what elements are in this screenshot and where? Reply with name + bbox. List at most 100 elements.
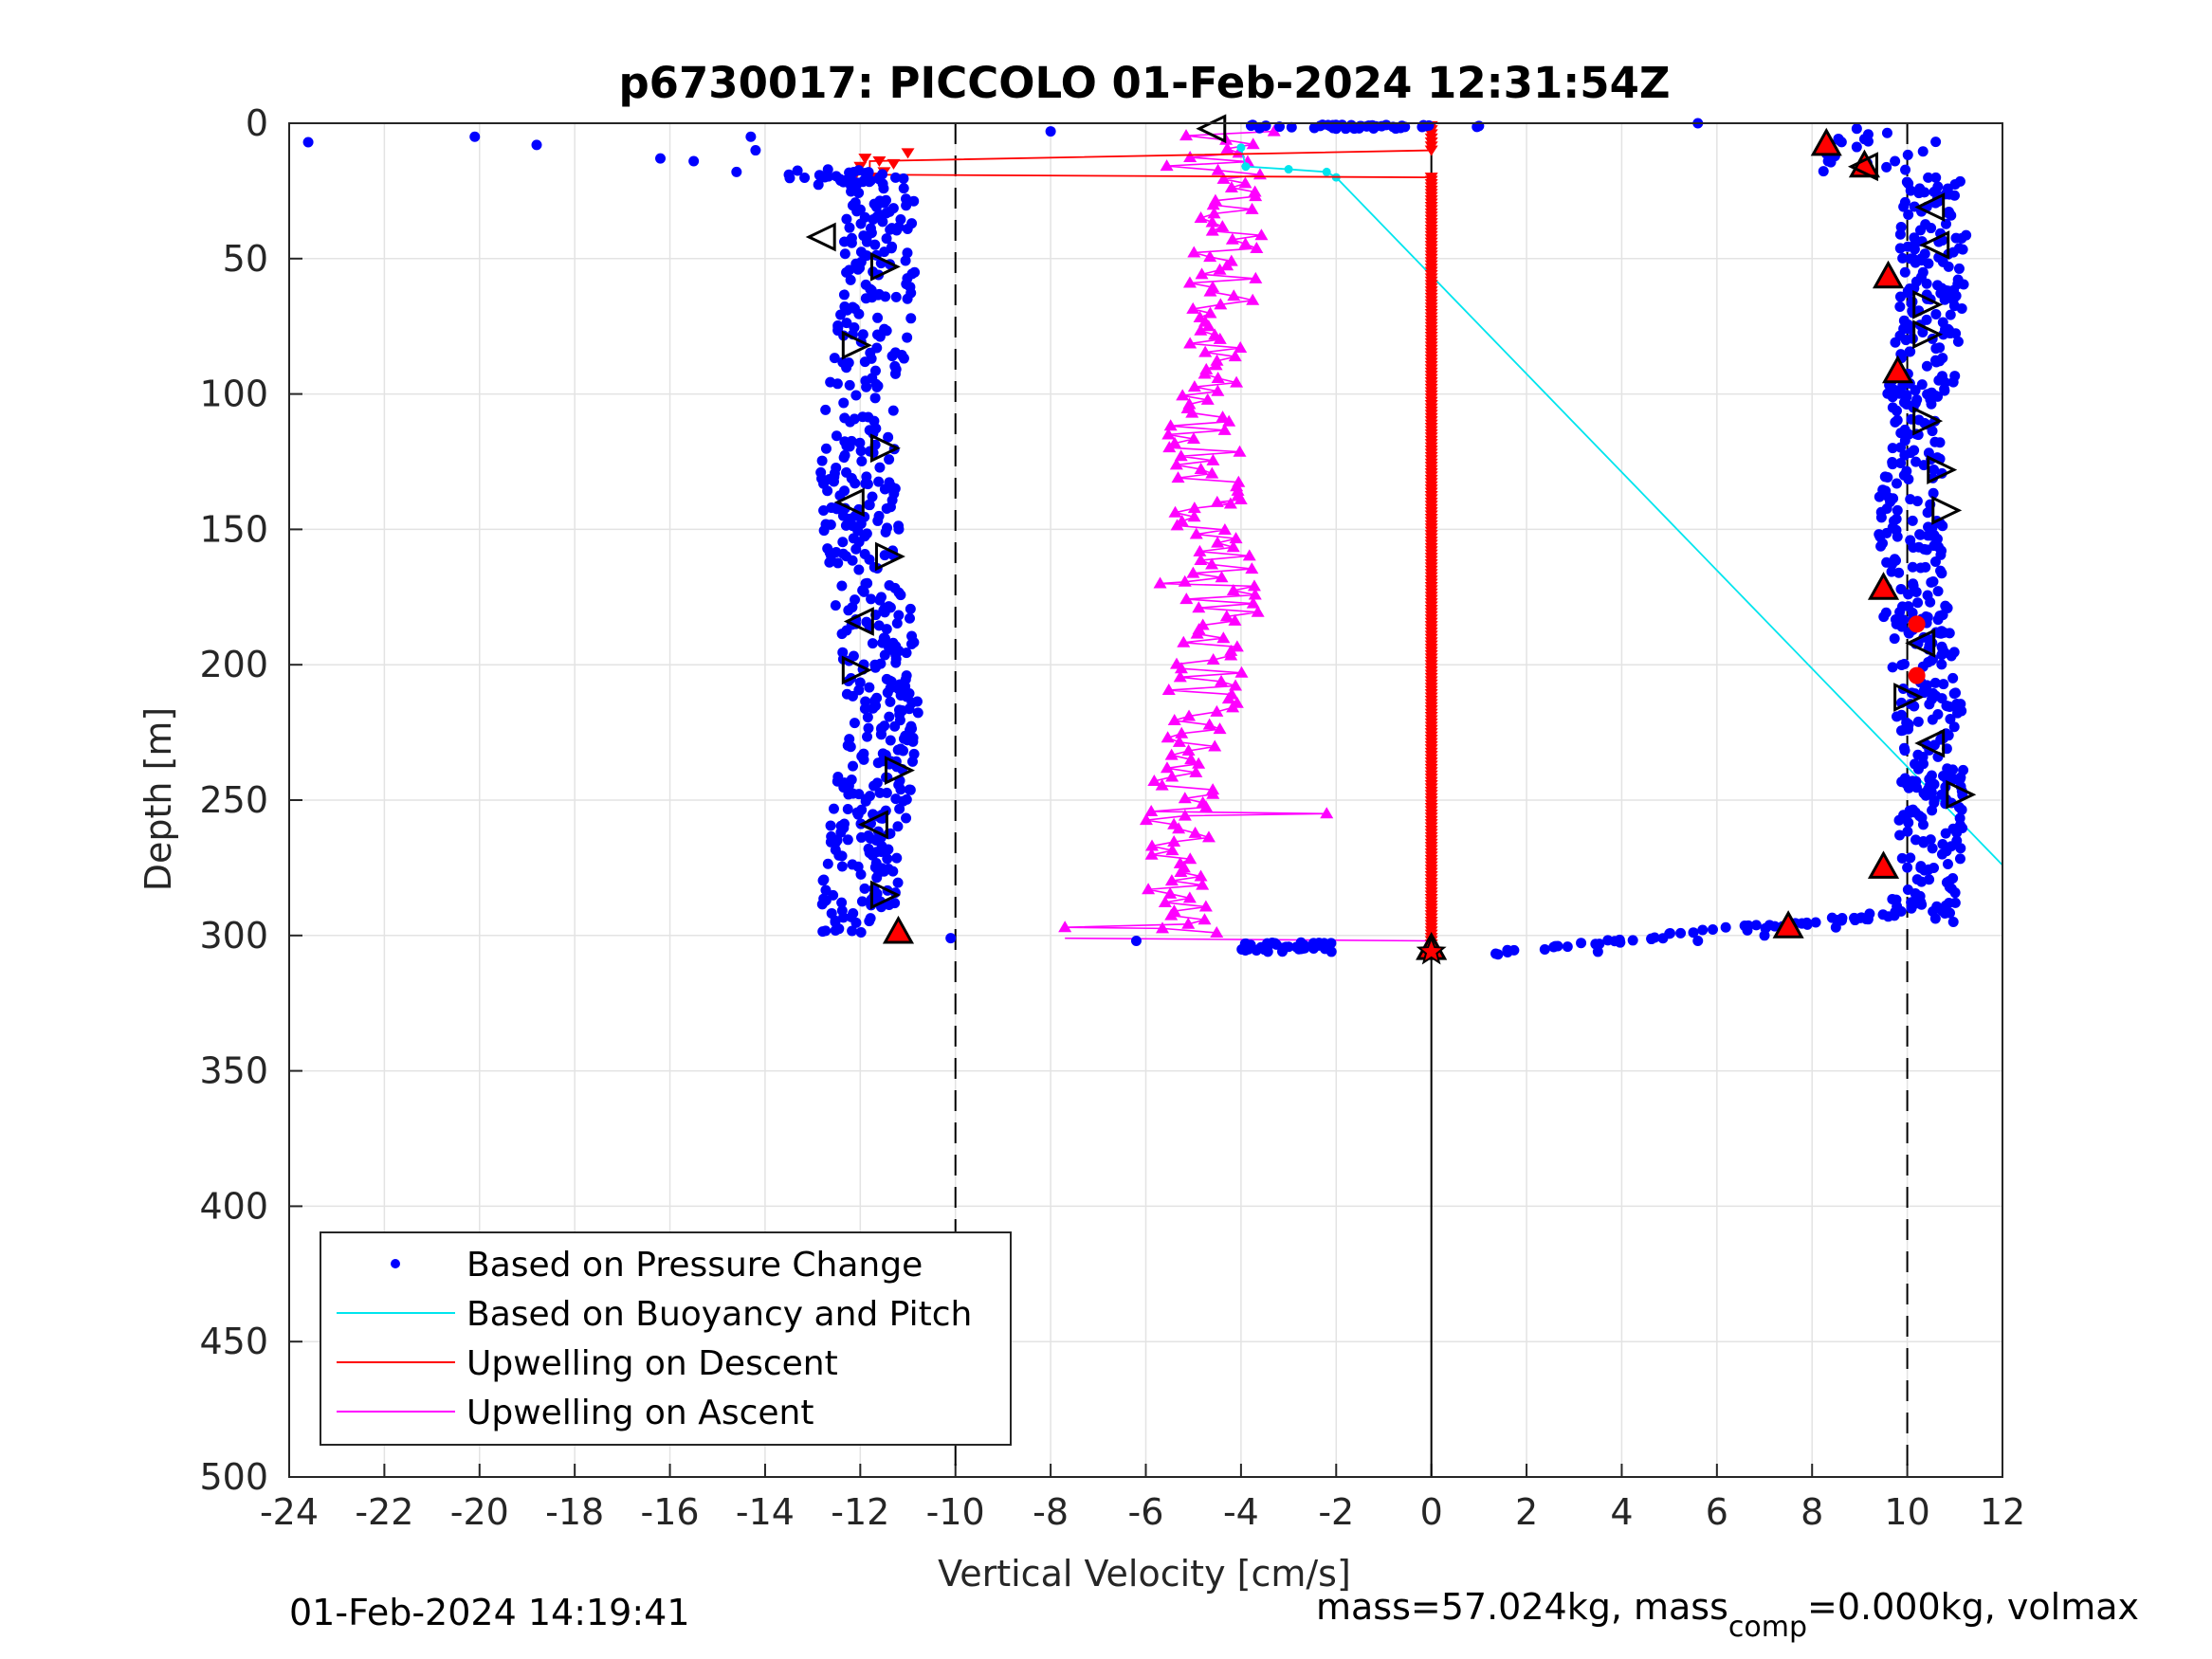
pressure-point (883, 431, 894, 443)
ascent-point (1194, 462, 1208, 474)
marker-right-triangle (1931, 496, 1963, 525)
pressure-point (1908, 253, 1919, 264)
pressure-point (905, 603, 916, 614)
ascent-point (1179, 129, 1194, 141)
pressure-point (1887, 456, 1898, 467)
pressure-point (884, 900, 895, 911)
pressure-point (1864, 908, 1875, 920)
pressure-point (901, 691, 912, 702)
pressure-point (837, 537, 849, 548)
pressure-point (1801, 917, 1813, 928)
pressure-point (887, 351, 898, 362)
ascent-point (1223, 497, 1237, 509)
pressure-point (1903, 178, 1914, 190)
pressure-point (1891, 894, 1902, 905)
pressure-point (1308, 122, 1320, 134)
pressure-point (860, 168, 871, 179)
pressure-point (859, 211, 870, 223)
pressure-point (900, 255, 911, 266)
pressure-point (1900, 164, 1911, 175)
y-tick-label: 450 (199, 1321, 268, 1362)
marker-left-triangle (1914, 728, 1946, 758)
pressure-point (846, 473, 857, 484)
pressure-point (1945, 309, 1956, 320)
ascent-point (1182, 709, 1197, 721)
marker-right-triangle (874, 541, 905, 572)
pressure-point (832, 325, 844, 337)
pressure-point (844, 167, 855, 178)
pressure-point (844, 264, 855, 276)
pressure-point (1308, 942, 1320, 954)
ascent-point (1250, 241, 1264, 253)
pressure-point (1944, 207, 1955, 218)
y-tick-label: 350 (199, 1050, 268, 1092)
pressure-point (849, 322, 860, 334)
pressure-point (898, 353, 909, 364)
pressure-point (891, 225, 903, 236)
pressure-point (902, 735, 913, 746)
ascent-point (1226, 540, 1240, 553)
pressure-point (871, 777, 883, 789)
pressure-point (1890, 416, 1901, 428)
pressure-point (1895, 442, 1907, 453)
plot-frame (288, 122, 2003, 1478)
pressure-point (870, 700, 882, 711)
pressure-point (1935, 287, 1947, 299)
marker-left-triangle (833, 487, 865, 518)
ascent-point (1165, 770, 1179, 782)
ascent-point (1208, 739, 1222, 752)
pressure-point (873, 620, 885, 631)
ascent-point (1246, 293, 1260, 305)
pressure-point (1877, 484, 1889, 496)
pressure-point (1552, 940, 1563, 952)
pressure-point (1045, 126, 1056, 137)
pressure-point (883, 601, 894, 612)
pressure-point (898, 745, 909, 757)
pressure-point (1277, 946, 1289, 957)
ascent-point (1238, 237, 1252, 249)
ascent-point (1178, 809, 1192, 821)
pressure-point (1949, 371, 1961, 382)
marker-right-triangle (869, 251, 901, 282)
pressure-point (1947, 823, 1959, 834)
pressure-point (1918, 684, 1929, 696)
pressure-point (1927, 714, 1938, 725)
pressure-point (1894, 830, 1906, 841)
ascent-point (1320, 807, 1334, 819)
pressure-point (836, 861, 848, 872)
ascent-point (1194, 869, 1208, 882)
ascent-point (1177, 635, 1191, 647)
pressure-point (1910, 758, 1921, 770)
pressure-point (826, 550, 837, 561)
pressure-point (893, 587, 905, 598)
y-tick-label: 500 (199, 1456, 268, 1498)
pressure-point (856, 455, 868, 466)
x-tick-label: 10 (1884, 1491, 1929, 1533)
pressure-point (861, 616, 872, 628)
pressure-point (879, 246, 890, 258)
footer-mass-tail: =0.000kg, volmax (1807, 1586, 2139, 1628)
ascent-point (1210, 704, 1224, 717)
pressure-point (1905, 494, 1916, 505)
pressure-point (836, 850, 848, 862)
ascent-point (1227, 289, 1241, 301)
footer-mass-text: mass=57.024kg, mass (1316, 1586, 1728, 1628)
pressure-point (838, 397, 850, 409)
pressure-point (882, 522, 893, 534)
pressure-point (1922, 530, 1933, 541)
pressure-point (1898, 659, 1910, 670)
ascent-point (1234, 665, 1249, 678)
marker-left-triangle (843, 607, 874, 636)
pressure-point (830, 600, 841, 611)
buoyancy-point (1236, 143, 1246, 153)
ascent-point (1167, 714, 1181, 726)
pressure-point (868, 415, 880, 427)
pressure-point (1930, 137, 1942, 148)
pressure-point (1915, 863, 1927, 874)
pressure-point (890, 649, 902, 661)
pressure-point (1851, 123, 1862, 135)
pressure-point (1910, 385, 1921, 396)
pressure-point (838, 174, 850, 186)
ascent-point (1228, 350, 1242, 362)
pressure-point (836, 629, 848, 640)
